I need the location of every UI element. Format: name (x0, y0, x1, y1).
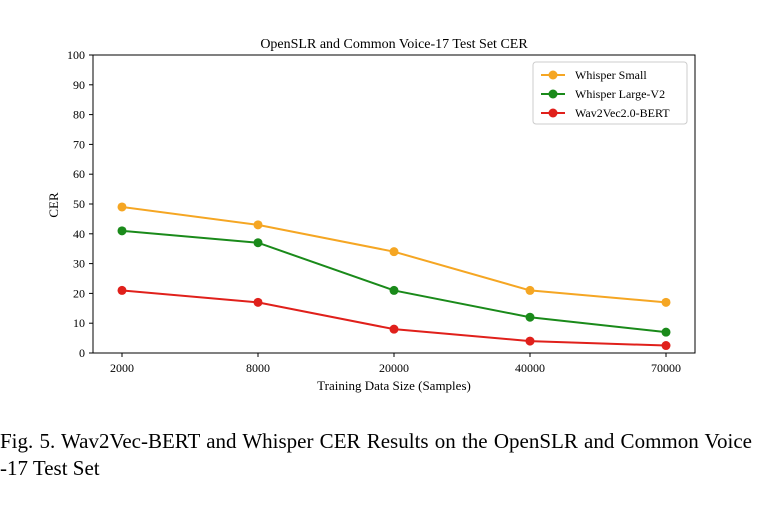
data-point (117, 202, 127, 212)
x-tick-label: 20000 (379, 361, 409, 375)
line-chart: OpenSLR and Common Voice-17 Test Set CER… (46, 37, 696, 393)
series-lines (117, 202, 671, 351)
legend-label: Wav2Vec2.0-BERT (575, 106, 670, 120)
legend-marker (548, 89, 558, 99)
data-point (661, 327, 671, 337)
x-axis-ticks: 2000 8000 20000 40000 70000 (110, 353, 681, 375)
legend-label: Whisper Small (575, 68, 647, 82)
y-tick-label: 10 (73, 316, 85, 330)
series-wav2vec2-0-bert (117, 285, 671, 351)
x-tick-label: 2000 (110, 361, 134, 375)
series-line (121, 289, 667, 347)
chart-title: OpenSLR and Common Voice-17 Test Set CER (260, 37, 528, 52)
data-point (253, 297, 263, 307)
y-axis-ticks: 0 10 20 30 40 50 60 70 80 90 100 (67, 48, 93, 360)
data-point (389, 285, 399, 295)
y-tick-label: 80 (73, 108, 85, 122)
y-tick-label: 100 (67, 48, 85, 62)
legend-item: Whisper Large-V2 (541, 87, 665, 101)
series-whisper-large-v2 (117, 226, 671, 337)
data-point (253, 238, 263, 248)
data-point (661, 297, 671, 307)
data-point (525, 285, 535, 295)
figure-caption: Fig. 5. Wav2Vec-BERT and Whisper CER Res… (0, 429, 752, 480)
y-tick-label: 40 (73, 227, 85, 241)
data-point (253, 220, 263, 230)
x-tick-label: 70000 (651, 361, 681, 375)
x-tick-label: 8000 (246, 361, 270, 375)
legend: Whisper Small Whisper Large-V2 Wav2Vec2.0-… (532, 61, 688, 125)
y-tick-label: 50 (73, 197, 85, 211)
data-point (117, 226, 127, 236)
legend-marker (548, 70, 558, 80)
legend-item: Wav2Vec2.0-BERT (541, 106, 670, 120)
y-tick-label: 20 (73, 286, 85, 300)
y-tick-label: 60 (73, 167, 85, 181)
data-point (117, 285, 127, 295)
y-axis-label: CER (46, 192, 61, 218)
x-tick-label: 40000 (515, 361, 545, 375)
legend-label: Whisper Large-V2 (575, 87, 665, 101)
y-tick-label: 70 (73, 137, 85, 151)
data-point (389, 247, 399, 257)
data-point (525, 336, 535, 346)
legend-box (532, 61, 688, 125)
data-point (389, 324, 399, 334)
data-point (525, 312, 535, 322)
x-axis-label: Training Data Size (Samples) (317, 378, 471, 393)
y-tick-label: 0 (79, 346, 85, 360)
series-whisper-small (117, 202, 671, 307)
legend-marker (548, 108, 558, 118)
series-line (121, 229, 667, 334)
data-point (661, 341, 671, 351)
y-tick-label: 30 (73, 257, 85, 271)
y-tick-label: 90 (73, 78, 85, 92)
legend-item: Whisper Small (541, 68, 647, 82)
